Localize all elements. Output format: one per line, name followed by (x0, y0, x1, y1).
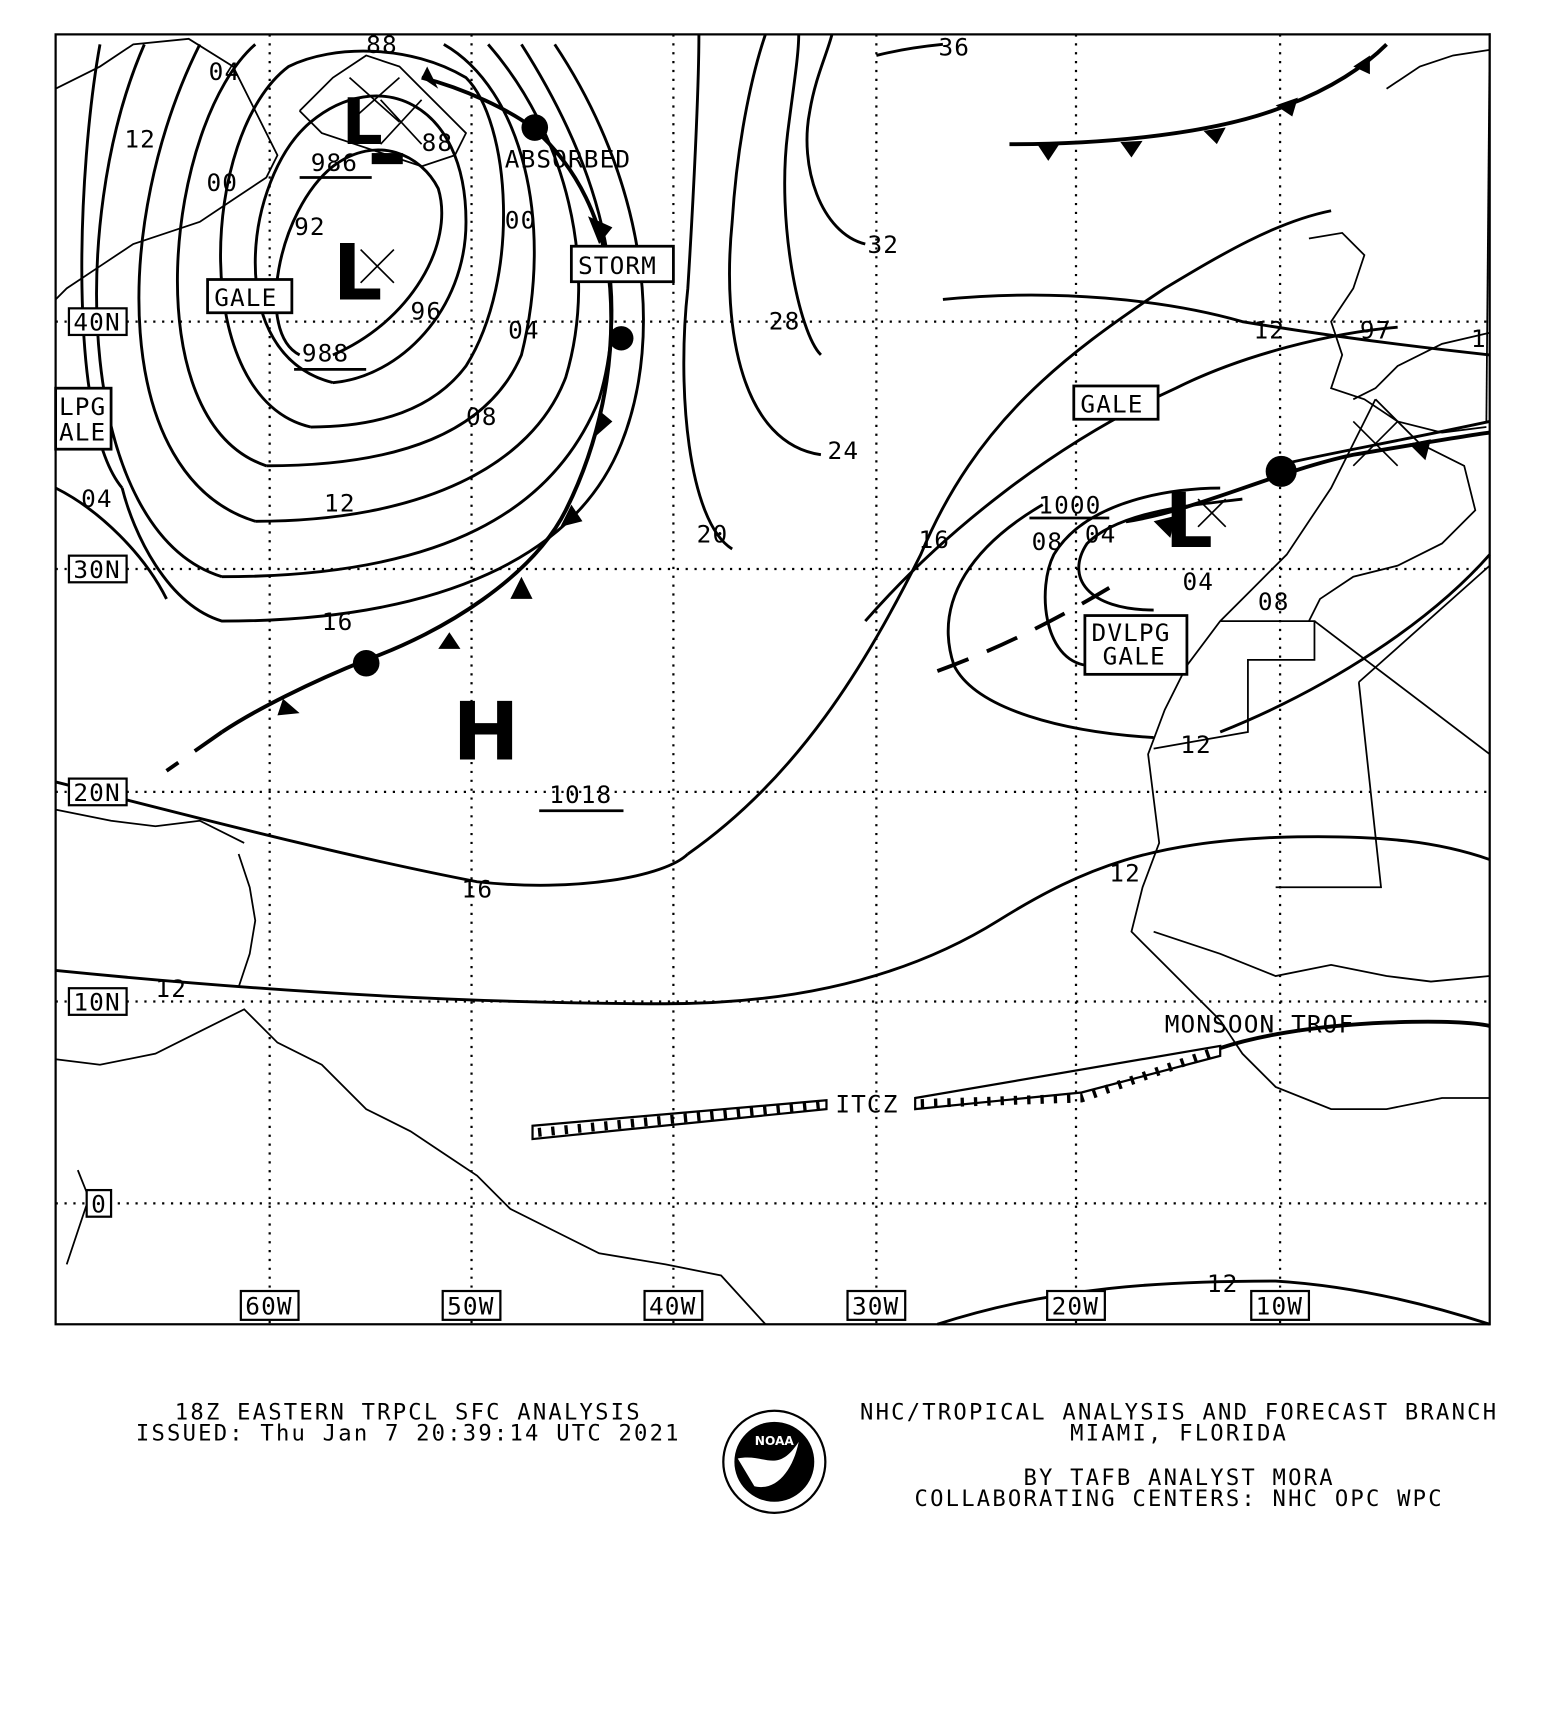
trough (936, 586, 1111, 673)
svg-text:12: 12 (1109, 859, 1141, 888)
svg-text:20W: 20W (1052, 1291, 1099, 1320)
isobar-1020 (682, 34, 733, 551)
noaa-logo: NOAA (722, 1409, 827, 1514)
svg-text:986: 986 (311, 148, 358, 177)
africa-front (1125, 430, 1490, 524)
gale-warning-partial: ALE (59, 417, 106, 446)
svg-text:04: 04 (1182, 567, 1214, 596)
lon-labels: 60W 50W 40W 30W 20W 10W (239, 1289, 1311, 1321)
isobar-1012-c (936, 1279, 1491, 1326)
organization: NHC/TROPICAL ANALYSIS AND FORECAST BRANC… (860, 1400, 1498, 1426)
fronts (165, 42, 1490, 773)
svg-text:0: 0 (91, 1189, 107, 1218)
isobar-1000 (176, 43, 536, 468)
monsoon-trough (1219, 1019, 1491, 1050)
svg-text:28: 28 (769, 306, 801, 335)
svg-text:08: 08 (1032, 527, 1064, 556)
isobar-1008 (95, 43, 614, 579)
cold-front-dissipating (165, 730, 224, 773)
gale-warning: GALE (214, 283, 277, 312)
chart-title: 18Z EASTERN TRPCL SFC ANALYSIS (175, 1400, 642, 1426)
isobar-1016-b (55, 835, 1491, 1006)
noaa-logo-text: NOAA (755, 1434, 795, 1448)
svg-text:36: 36 (938, 32, 970, 61)
svg-text:04: 04 (1085, 519, 1117, 548)
svg-text:08: 08 (466, 402, 498, 431)
isobars (54, 33, 1491, 1326)
isobar-1024 (728, 33, 822, 457)
absorbed-label: ABSORBED (505, 144, 631, 173)
svg-text:88: 88 (422, 128, 454, 157)
storm-warning: STORM (578, 251, 657, 280)
coastlines (54, 33, 1491, 1325)
svg-text:96: 96 (411, 296, 443, 325)
analyst: BY TAFB ANALYST MORA (1023, 1465, 1334, 1491)
svg-text:24: 24 (828, 436, 860, 465)
itcz-bands (531, 1044, 1222, 1141)
gale-warning: GALE (1103, 641, 1166, 670)
location: MIAMI, FLORIDA (1070, 1421, 1288, 1447)
svg-text:12: 12 (324, 488, 356, 517)
isobar-1016 (55, 780, 689, 887)
isobar-996 (219, 49, 505, 429)
svg-text:30W: 30W (852, 1291, 899, 1320)
warning-labels: GALE STORM GALE DVLPG GALE LPG ALE ABSOR… (54, 144, 1355, 1118)
high-symbol: H (453, 686, 520, 779)
isobar-1028 (783, 34, 822, 356)
gale-warning: GALE (1080, 390, 1143, 419)
svg-text:10W: 10W (1256, 1291, 1303, 1320)
svg-text:1000: 1000 (1038, 491, 1101, 520)
svg-text:16: 16 (919, 525, 951, 554)
isobar-1012-b (1219, 553, 1491, 734)
isobar-1004-west (54, 486, 168, 600)
svg-text:12: 12 (124, 125, 156, 154)
svg-text:16: 16 (462, 874, 494, 903)
isobar-1016-c (686, 209, 1332, 856)
low-symbol: L (1165, 477, 1213, 565)
developing-warning-partial: LPG (59, 392, 106, 421)
svg-text:12: 12 (1207, 1269, 1239, 1298)
svg-text:12: 12 (1180, 730, 1212, 759)
svg-text:92: 92 (294, 212, 326, 241)
isobar-1032 (805, 34, 866, 246)
svg-text:04: 04 (209, 57, 241, 86)
low-symbol: L (333, 228, 382, 318)
svg-text:04: 04 (508, 315, 540, 344)
svg-text:08: 08 (1258, 587, 1290, 616)
svg-text:04: 04 (81, 484, 113, 513)
svg-text:00: 00 (505, 205, 537, 234)
isobar-1012-d (942, 293, 1490, 357)
svg-text:988: 988 (302, 339, 349, 368)
svg-text:12: 12 (155, 974, 187, 1003)
svg-text:00: 00 (206, 168, 238, 197)
map-frame (54, 33, 1491, 1326)
svg-text:97: 97 (1360, 315, 1392, 344)
isobar-1036 (876, 42, 944, 57)
svg-text:12: 12 (1253, 315, 1285, 344)
lat-labels: 40N 30N 20N 10N 0 (67, 307, 128, 1218)
footer: 18Z EASTERN TRPCL SFC ANALYSIS ISSUED: T… (136, 1400, 1498, 1514)
svg-text:50W: 50W (447, 1291, 494, 1320)
svg-text:40W: 40W (649, 1291, 696, 1320)
isobar-labels: 04 12 00 88 986 88 92 00 96 04 988 08 12… (81, 30, 1487, 1298)
pressure-centers: L L H L (294, 77, 1399, 813)
developing-warning: DVLPG (1092, 618, 1171, 647)
svg-text:30N: 30N (73, 555, 120, 584)
svg-text:1: 1 (1471, 324, 1487, 353)
svg-text:20N: 20N (73, 778, 120, 807)
svg-text:60W: 60W (245, 1291, 292, 1320)
svg-text:32: 32 (867, 230, 899, 259)
issued-time: ISSUED: Thu Jan 7 20:39:14 UTC 2021 (136, 1421, 681, 1447)
svg-text:16: 16 (322, 607, 354, 636)
collaborating-centers: COLLABORATING CENTERS: NHC OPC WPC (915, 1486, 1444, 1512)
itcz-label: ITCZ (835, 1089, 898, 1118)
svg-text:1018: 1018 (549, 780, 612, 809)
svg-text:20: 20 (697, 519, 729, 548)
svg-text:88: 88 (366, 30, 398, 59)
svg-text:10N: 10N (73, 987, 120, 1016)
monsoon-trough-label: MONSOON TROF (1165, 1010, 1355, 1039)
stationary-front (1009, 42, 1388, 147)
svg-text:40N: 40N (73, 308, 120, 337)
